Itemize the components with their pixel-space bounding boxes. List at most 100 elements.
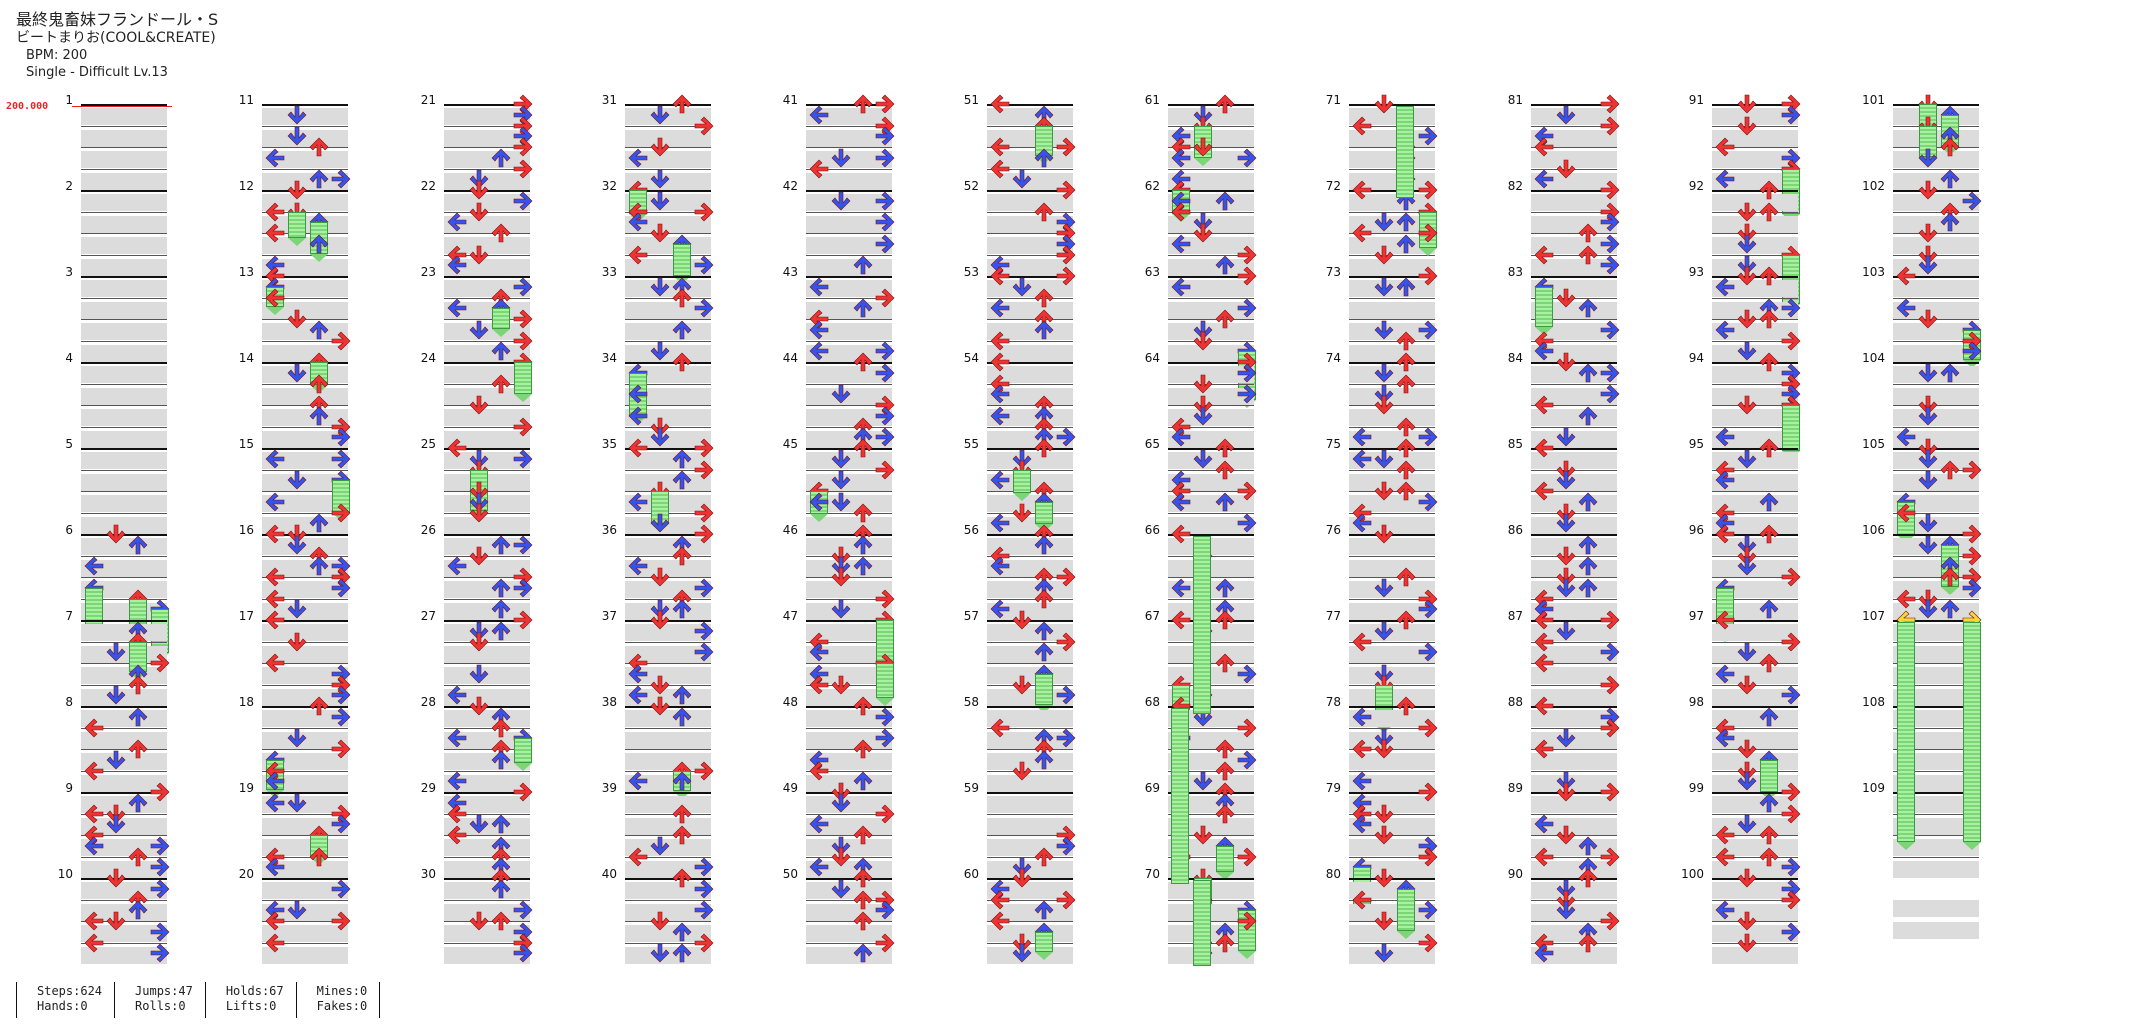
step-arrow — [106, 642, 126, 662]
beat-line — [625, 942, 711, 944]
step-arrow — [265, 223, 285, 243]
beat-band — [1531, 925, 1617, 942]
step-arrow — [1534, 599, 1554, 619]
beat-band — [1712, 796, 1798, 813]
step-arrow — [1352, 739, 1372, 759]
step-arrow — [1781, 890, 1801, 910]
step-arrow — [1418, 718, 1438, 738]
measure-number: 28 — [420, 695, 436, 709]
beat-band — [1893, 860, 1979, 878]
beat-band — [625, 796, 711, 813]
step-arrow — [265, 771, 285, 791]
hold-tail — [266, 306, 284, 315]
beat-line — [806, 405, 892, 406]
beat-line — [1893, 555, 1979, 557]
beat-line — [625, 319, 711, 320]
beat-line — [262, 942, 348, 944]
step-arrow — [1237, 352, 1257, 372]
step-arrow — [853, 352, 873, 372]
step-arrow — [1715, 825, 1735, 845]
step-arrow — [1171, 191, 1191, 211]
beat-band — [1168, 753, 1254, 770]
measure-line — [806, 104, 892, 106]
step-arrow — [150, 857, 170, 877]
step-arrow — [628, 148, 648, 168]
measure-number: 80 — [1325, 867, 1341, 881]
beat-band — [262, 409, 348, 426]
beat-line — [1712, 491, 1798, 492]
measure-line — [1712, 190, 1798, 192]
step-arrow — [694, 879, 714, 899]
beat-line — [1712, 856, 1798, 858]
beat-line — [1712, 383, 1798, 385]
step-arrow — [1940, 460, 1960, 480]
beat-line — [987, 319, 1073, 320]
step-arrow — [1715, 427, 1735, 447]
measure-line — [1349, 792, 1435, 794]
beat-band — [81, 215, 167, 233]
step-arrow — [1715, 664, 1735, 684]
step-arrow — [1034, 320, 1054, 340]
beat-line — [1712, 147, 1798, 148]
measure-number: 77 — [1325, 609, 1341, 623]
chart-stats: Steps:624 Hands:0 Jumps:47 Rolls:0 Holds… — [16, 982, 381, 1018]
beat-line — [1349, 770, 1435, 772]
beat-line — [1168, 319, 1254, 320]
measure-number: 11 — [238, 93, 254, 107]
beat-band — [81, 903, 167, 921]
step-arrow — [331, 503, 351, 523]
beat-band — [444, 925, 530, 942]
beat-band — [987, 215, 1073, 233]
beat-line — [1349, 899, 1435, 901]
beat-line — [1712, 641, 1798, 643]
step-arrow — [1374, 449, 1394, 469]
step-arrow — [513, 567, 533, 587]
beat-band — [625, 882, 711, 899]
beat-band — [1349, 280, 1435, 297]
beat-band — [81, 882, 167, 899]
step-arrow — [809, 320, 829, 340]
beat-band — [1531, 409, 1617, 426]
beat-band — [81, 516, 167, 534]
step-arrow — [1374, 524, 1394, 544]
measure-number: 23 — [420, 265, 436, 279]
measure-line — [1349, 362, 1435, 364]
beat-line — [1531, 598, 1617, 600]
measure-line — [262, 620, 348, 622]
hold-body — [1963, 622, 1981, 842]
step-arrow — [1396, 212, 1416, 232]
step-arrow — [106, 524, 126, 544]
step-arrow — [447, 212, 467, 232]
beat-band — [806, 366, 892, 383]
beat-line — [81, 469, 167, 471]
step-arrow — [1237, 245, 1257, 265]
step-arrow — [1056, 137, 1076, 157]
beat-band — [806, 796, 892, 813]
beat-line — [262, 254, 348, 256]
beat-line — [806, 168, 892, 170]
measure-number: 96 — [1688, 523, 1704, 537]
beat-band — [1349, 194, 1435, 211]
beat-line — [1531, 340, 1617, 342]
step-arrow — [1374, 728, 1394, 748]
beat-band — [1168, 409, 1254, 426]
beat-line — [444, 233, 530, 234]
measure-line — [81, 792, 167, 794]
beat-line — [806, 319, 892, 320]
step-arrow — [1352, 513, 1372, 533]
beat-line — [1168, 297, 1254, 299]
hold-tail — [1419, 247, 1437, 256]
beat-band — [81, 796, 167, 813]
beat-line — [806, 942, 892, 944]
step-arrow — [1715, 610, 1735, 630]
step-arrow — [1737, 642, 1757, 662]
rolls-count: Rolls:0 — [135, 999, 186, 1013]
beat-band — [1712, 516, 1798, 534]
beat-line — [1349, 577, 1435, 578]
measure-number: 74 — [1325, 351, 1341, 365]
beat-band — [806, 344, 892, 362]
step-arrow — [831, 546, 851, 566]
beat-band — [1168, 645, 1254, 663]
measure-number: 48 — [782, 695, 798, 709]
step-arrow — [1759, 524, 1779, 544]
